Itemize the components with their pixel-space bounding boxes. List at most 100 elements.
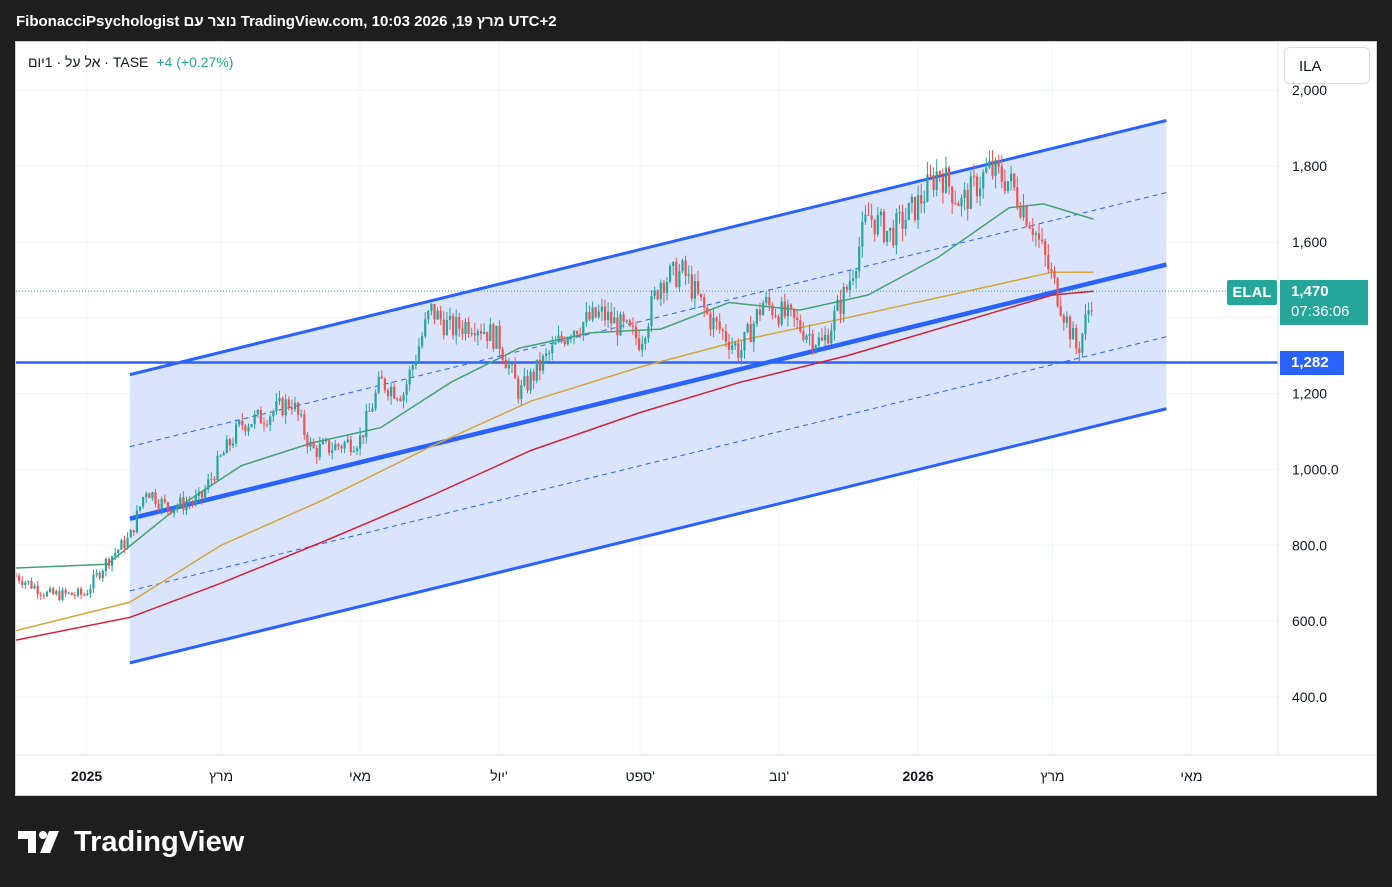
candle-body xyxy=(42,595,45,597)
candle-body xyxy=(439,310,442,320)
candle-body xyxy=(306,435,309,447)
candle-body xyxy=(117,549,120,554)
candle-body xyxy=(622,314,625,322)
candle-body xyxy=(882,211,886,242)
candle-body xyxy=(811,333,814,350)
candle-body xyxy=(458,316,461,329)
candle-body xyxy=(665,281,669,293)
candle-body xyxy=(340,446,343,449)
candle-body xyxy=(898,211,901,214)
candle-body xyxy=(681,260,684,272)
candle-body xyxy=(377,376,380,393)
candle-body xyxy=(1090,310,1093,312)
candle-body xyxy=(303,414,306,436)
candle-body xyxy=(33,585,36,589)
candle-body xyxy=(576,331,579,334)
candle-body xyxy=(892,227,895,246)
candle-body xyxy=(331,450,334,453)
candle-body xyxy=(436,310,439,320)
candle-body xyxy=(861,221,864,247)
candle-body xyxy=(920,195,923,204)
candle-body xyxy=(259,409,262,424)
candle-body xyxy=(424,319,427,337)
candle-body xyxy=(752,323,755,343)
candle-body xyxy=(870,215,873,220)
candle-body xyxy=(867,214,870,216)
candle-body xyxy=(405,384,408,395)
candle-body xyxy=(98,572,101,579)
candle-body xyxy=(743,332,746,351)
symbol-legend: אל על · 1יום · TASE +4 (+0.27%) xyxy=(28,54,233,70)
candle-body xyxy=(250,424,253,427)
candle-body xyxy=(749,324,752,343)
candle-body xyxy=(1062,315,1065,323)
candle-body xyxy=(1037,233,1041,240)
channel-upper-line[interactable] xyxy=(129,119,1167,377)
candle-body xyxy=(278,398,281,402)
tradingview-logo[interactable]: TradingView xyxy=(18,822,244,862)
candle-body xyxy=(545,353,548,356)
candle-body xyxy=(858,246,861,272)
candle-body xyxy=(179,497,182,506)
candle-body xyxy=(541,355,545,371)
candle-body xyxy=(16,575,18,577)
currency-button[interactable]: ILA xyxy=(1284,47,1370,84)
candle-body xyxy=(157,504,160,509)
candle-body xyxy=(662,282,665,293)
candle-body xyxy=(111,556,114,566)
candle-body xyxy=(1025,206,1028,226)
candle-body xyxy=(579,333,582,335)
candle-body xyxy=(607,311,610,321)
candle-body xyxy=(473,333,476,336)
channel-median-line[interactable] xyxy=(129,262,1167,521)
candle-body xyxy=(1050,269,1053,272)
candle-body xyxy=(603,306,607,321)
candle-body xyxy=(64,589,67,594)
candle-body xyxy=(783,301,786,317)
candle-body xyxy=(194,495,197,503)
candle-body xyxy=(672,262,675,266)
candle-body xyxy=(287,399,290,408)
candle-body xyxy=(300,414,303,416)
candle-body xyxy=(839,299,842,314)
candle-body xyxy=(997,159,1000,167)
candle-body xyxy=(89,588,92,594)
symbol-tag: ELAL xyxy=(1227,280,1277,305)
chart-header-title: FibonacciPsychologist נוצר עם TradingVie… xyxy=(16,13,557,30)
candle-body xyxy=(548,352,551,354)
candle-body xyxy=(76,588,80,596)
candle-body xyxy=(36,585,39,595)
x-tick-label: מאי xyxy=(1180,768,1202,784)
candle-body xyxy=(941,176,944,193)
candle-body xyxy=(972,176,975,178)
candle-body xyxy=(352,451,355,453)
channel-lower-line[interactable] xyxy=(129,407,1167,665)
candle-body xyxy=(1075,327,1078,349)
candle-body xyxy=(269,416,272,425)
candle-body xyxy=(727,341,731,350)
candle-body xyxy=(21,580,24,585)
candle-body xyxy=(442,319,445,336)
candle-body xyxy=(926,174,929,202)
candle-body xyxy=(650,296,653,327)
candle-body xyxy=(225,439,228,454)
candle-body xyxy=(836,299,839,311)
candle-body xyxy=(693,281,696,299)
candle-body xyxy=(169,509,173,514)
candle-body xyxy=(467,321,470,334)
candle-body xyxy=(1022,206,1025,218)
candle-body xyxy=(724,331,727,342)
candle-body xyxy=(653,290,656,297)
candle-body xyxy=(421,336,424,347)
candle-body xyxy=(709,313,712,330)
candle-body xyxy=(498,325,501,350)
candle-body xyxy=(523,376,526,386)
candle-body xyxy=(1078,348,1081,353)
candle-body xyxy=(346,439,349,443)
candle-body xyxy=(879,211,882,216)
candle-body xyxy=(771,305,774,316)
candle-body xyxy=(228,439,231,446)
candle-body xyxy=(386,390,390,397)
candle-body xyxy=(479,331,483,334)
